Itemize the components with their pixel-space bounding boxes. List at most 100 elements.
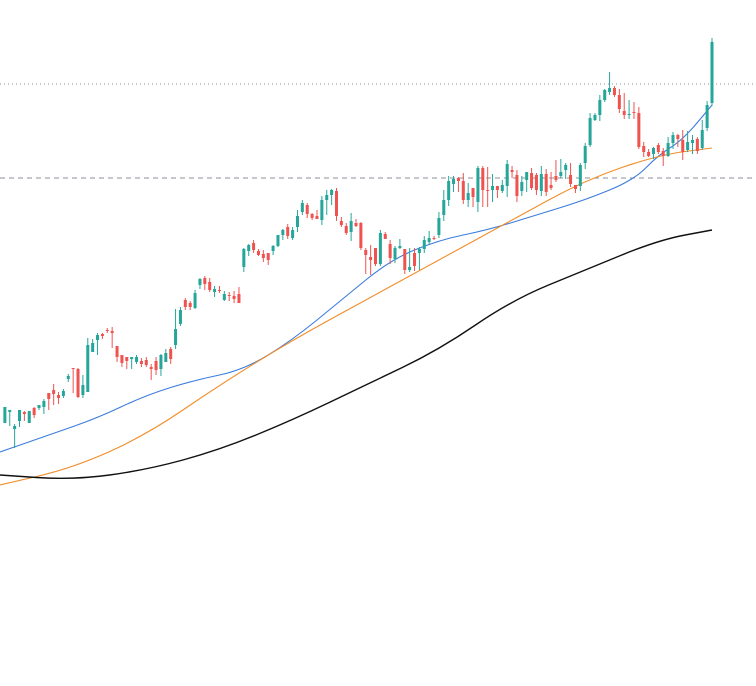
candle [286, 224, 290, 239]
candle-body [525, 172, 529, 180]
candle [676, 134, 680, 147]
candlesticks [3, 38, 714, 448]
candle-body [695, 139, 699, 151]
candle [510, 166, 514, 178]
candle-body [130, 357, 134, 359]
candle-body [378, 233, 382, 264]
candle-body [627, 114, 631, 115]
candle [310, 213, 314, 220]
candle-body [213, 289, 217, 292]
candle-body [383, 234, 387, 239]
candle-body [491, 186, 495, 190]
candle [559, 159, 563, 178]
candle [247, 244, 251, 256]
candle-body [427, 238, 431, 242]
candle [603, 89, 607, 102]
candle [66, 374, 70, 382]
candle [76, 368, 80, 398]
candle [452, 176, 456, 192]
candle [378, 230, 382, 266]
candle [135, 355, 139, 364]
candle [520, 176, 524, 196]
candle-body [447, 181, 451, 200]
candle [154, 357, 158, 375]
candle [432, 236, 436, 240]
candle-body [432, 238, 436, 239]
candle [447, 176, 451, 206]
candle [554, 160, 558, 182]
candle-body [603, 90, 607, 100]
candle-body [96, 335, 100, 340]
candle-body [315, 216, 319, 219]
candle-body [325, 195, 329, 200]
candle [81, 375, 85, 398]
candle-body [398, 246, 402, 248]
candle [427, 231, 431, 244]
candle [627, 100, 631, 119]
candle-body [32, 408, 36, 415]
candle-body [530, 173, 534, 188]
candle-body [3, 407, 7, 423]
candle [86, 338, 90, 392]
candle-body [310, 214, 314, 218]
candle [149, 364, 153, 380]
candle [374, 248, 378, 266]
candle-body [22, 412, 26, 414]
candle-body [276, 235, 280, 246]
candle [534, 173, 538, 195]
candle-body [359, 223, 363, 248]
candle-body [208, 282, 212, 290]
candle-body [486, 190, 490, 191]
candle-body [349, 221, 353, 232]
candle [710, 38, 714, 106]
moving-average-line-1 [0, 104, 713, 453]
moving-averages [0, 104, 713, 486]
candle-body [549, 185, 553, 188]
candle [42, 399, 46, 414]
candle [359, 222, 363, 250]
candle [656, 143, 660, 154]
candle-body [188, 303, 192, 307]
candle-body [47, 393, 51, 399]
candle [169, 347, 173, 364]
candle [27, 411, 31, 423]
candle [569, 163, 573, 187]
candle-body [422, 240, 426, 249]
candle [622, 93, 626, 119]
candle [188, 301, 192, 310]
candle [393, 246, 397, 263]
moving-average-line-2 [0, 147, 713, 486]
candle [525, 172, 529, 192]
candle [120, 355, 124, 367]
candle-body [612, 88, 616, 95]
candle-body [437, 218, 441, 235]
candle-body [178, 310, 182, 324]
candle [300, 200, 304, 215]
candle-body [344, 226, 348, 233]
candle-body [608, 88, 612, 92]
candle [344, 223, 348, 235]
candle-body [164, 353, 168, 362]
candle [291, 227, 295, 240]
candle [315, 210, 319, 219]
candle [671, 132, 675, 149]
candle-body [393, 248, 397, 259]
candle [8, 410, 12, 426]
candle-body [203, 278, 207, 284]
candle [530, 168, 534, 190]
candle-body [651, 148, 655, 154]
candle-body [135, 357, 139, 362]
candle-body [534, 175, 538, 190]
candle [681, 130, 685, 160]
candle-body [495, 186, 499, 190]
candle-body [647, 152, 651, 156]
candle [125, 357, 129, 369]
candle [612, 86, 616, 97]
candle [339, 217, 343, 227]
candle [96, 333, 100, 355]
candle [252, 240, 256, 253]
candle-body [452, 179, 456, 184]
candle [183, 298, 187, 310]
candle [495, 186, 499, 198]
